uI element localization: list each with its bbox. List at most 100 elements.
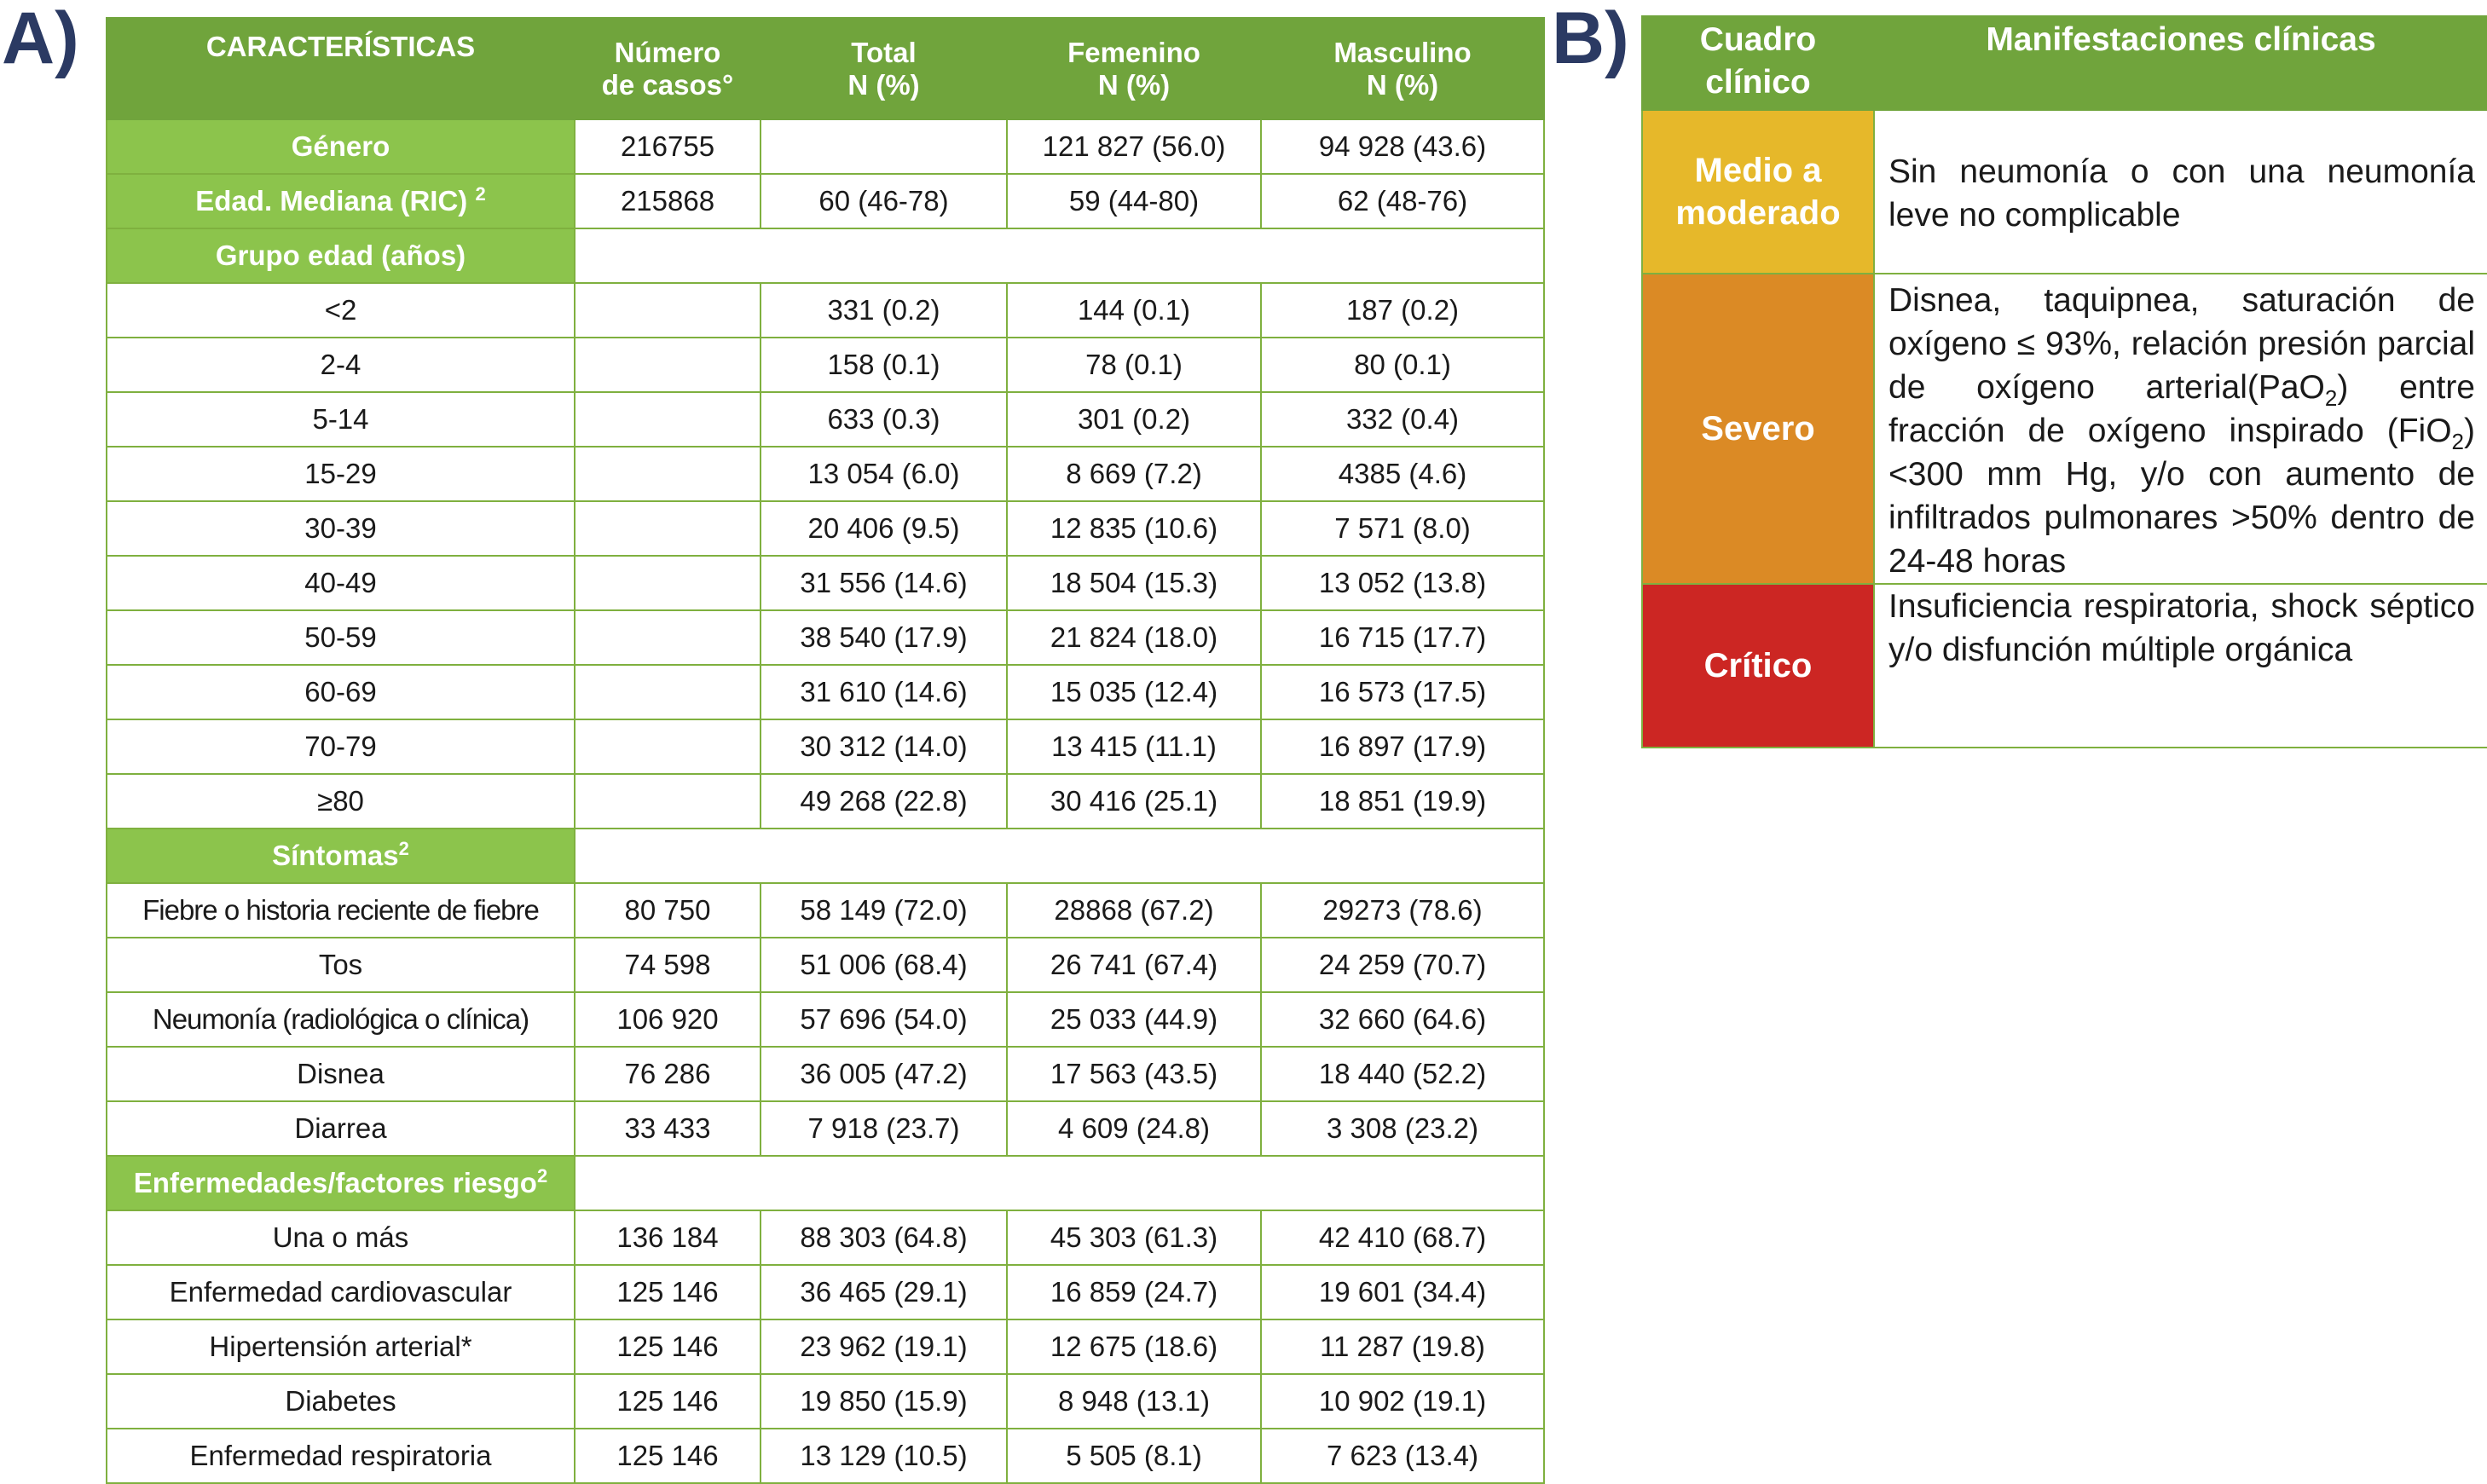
severity-row-critical: Crítico Insuficiencia respiratoria, shoc… [1641, 583, 2487, 748]
cell-male: 332 (0.4) [1260, 391, 1545, 448]
cell-cases: 80 750 [574, 882, 761, 938]
table-row: ≥80 49 268 (22.8) 30 416 (25.1) 18 851 (19.… [106, 773, 1545, 829]
cell-label: Enfermedad respiratoria [106, 1428, 575, 1484]
cell-total: 36 465 (29.1) [760, 1264, 1008, 1320]
cell-total: 23 962 (19.1) [760, 1319, 1008, 1375]
table-row-edad: Edad. Mediana (RIC) 2 215868 60 (46-78) … [106, 173, 1545, 229]
table-row: 40-49 31 556 (14.6) 18 504 (15.3) 13 052 (1… [106, 555, 1545, 611]
table-row: 70-79 30 312 (14.0) 13 415 (11.1) 16 897 (1… [106, 719, 1545, 775]
cell-female: 13 415 (11.1) [1006, 719, 1262, 775]
diseases-body: Una o más 136 184 88 303 (64.8) 45 303 (61.… [106, 1210, 1545, 1484]
cell-total: 30 312 (14.0) [760, 719, 1008, 775]
cell-label: 70-79 [106, 719, 575, 775]
cell-female: 18 504 (15.3) [1006, 555, 1262, 611]
cell-female: 12 835 (10.6) [1006, 500, 1262, 557]
cell-label: Enfermedad cardiovascular [106, 1264, 575, 1320]
cell-total: 331 (0.2) [760, 282, 1008, 338]
table-row: Enfermedad cardiovascular 125 146 36 465 (… [106, 1264, 1545, 1320]
table-row-genero: Género 216755 121 827 (56.0) 94 928 (43.… [106, 118, 1545, 175]
cell-female: 301 (0.2) [1006, 391, 1262, 448]
cell-cases [574, 500, 761, 557]
cell-total: 13 129 (10.5) [760, 1428, 1008, 1484]
cell-cases: 215868 [574, 173, 761, 229]
table-row: <2 331 (0.2) 144 (0.1) 187 (0.2) [106, 282, 1545, 338]
cell-male: 62 (48-76) [1260, 173, 1545, 229]
cell-male: 7 571 (8.0) [1260, 500, 1545, 557]
table-row: 30-39 20 406 (9.5) 12 835 (10.6) 7 571 (8.0… [106, 500, 1545, 557]
manifestation-mild: Sin neumonía o con una neumonía leve no … [1873, 109, 2487, 274]
cell-cases [574, 719, 761, 775]
cell-total: 19 850 (15.9) [760, 1373, 1008, 1429]
section-label-sintomas: Síntomas2 [106, 828, 575, 884]
cell-male: 3 308 (23.2) [1260, 1100, 1545, 1157]
section-blank [574, 828, 1545, 884]
cell-female: 121 827 (56.0) [1006, 118, 1262, 175]
cell-male: 18 440 (52.2) [1260, 1046, 1545, 1102]
cell-female: 8 669 (7.2) [1006, 446, 1262, 502]
cell-total: 58 149 (72.0) [760, 882, 1008, 938]
cell-total: 31 610 (14.6) [760, 664, 1008, 720]
table-row: Diabetes 125 146 19 850 (15.9) 8 948 (13.1)… [106, 1373, 1545, 1429]
header-total: Total N (%) [760, 17, 1008, 120]
table-b-header-row: Cuadro clínico Manifestaciones clínicas [1641, 15, 2487, 111]
cell-label: 15-29 [106, 446, 575, 502]
table-row: 15-29 13 054 (6.0) 8 669 (7.2) 4385 (4.6) [106, 446, 1545, 502]
severity-row-severe: Severo Disnea, taquipnea, saturación de … [1641, 273, 2487, 585]
cell-total: 31 556 (14.6) [760, 555, 1008, 611]
cell-label: 40-49 [106, 555, 575, 611]
cell-male: 13 052 (13.8) [1260, 555, 1545, 611]
cell-label: 60-69 [106, 664, 575, 720]
table-row: 2-4 158 (0.1) 78 (0.1) 80 (0.1) [106, 337, 1545, 393]
table-row-sintomas: Síntomas2 [106, 828, 1545, 884]
cell-cases: 125 146 [574, 1319, 761, 1375]
cell-total: 60 (46-78) [760, 173, 1008, 229]
manifestation-critical: Insuficiencia respiratoria, shock séptic… [1873, 583, 2487, 748]
cell-male: 10 902 (19.1) [1260, 1373, 1545, 1429]
header-characteristics: CARACTERÍSTICAS [106, 17, 575, 120]
table-row: Tos 74 598 51 006 (68.4) 26 741 (67.4) 24 25… [106, 937, 1545, 993]
cell-female: 12 675 (18.6) [1006, 1319, 1262, 1375]
cell-cases [574, 446, 761, 502]
cell-female: 59 (44-80) [1006, 173, 1262, 229]
cell-total: 38 540 (17.9) [760, 609, 1008, 666]
cell-total: 51 006 (68.4) [760, 937, 1008, 993]
cell-male: 187 (0.2) [1260, 282, 1545, 338]
cell-cases: 106 920 [574, 991, 761, 1048]
cell-label: 30-39 [106, 500, 575, 557]
cell-male: 11 287 (19.8) [1260, 1319, 1545, 1375]
cell-female: 21 824 (18.0) [1006, 609, 1262, 666]
cell-cases: 125 146 [574, 1373, 761, 1429]
cell-label: Diarrea [106, 1100, 575, 1157]
severity-label-critical: Crítico [1641, 583, 1875, 748]
header-cases: Número de casos° [574, 17, 761, 120]
panel-a-label: A) [2, 0, 79, 79]
cell-cases [574, 555, 761, 611]
cell-female: 8 948 (13.1) [1006, 1373, 1262, 1429]
table-row: 60-69 31 610 (14.6) 15 035 (12.4) 16 573 (1… [106, 664, 1545, 720]
cell-cases [574, 337, 761, 393]
severity-row-mild: Medio a moderado Sin neumonía o con una n… [1641, 109, 2487, 274]
cell-female: 4 609 (24.8) [1006, 1100, 1262, 1157]
header-cuadro-clinico: Cuadro clínico [1641, 15, 1875, 111]
severity-label-mild: Medio a moderado [1641, 109, 1875, 274]
cell-cases [574, 773, 761, 829]
cell-cases: 125 146 [574, 1264, 761, 1320]
cell-female: 15 035 (12.4) [1006, 664, 1262, 720]
section-blank [574, 1155, 1545, 1211]
cell-female: 144 (0.1) [1006, 282, 1262, 338]
header-male: Masculino N (%) [1260, 17, 1545, 120]
table-row-enfermedades: Enfermedades/factores riesgo2 [106, 1155, 1545, 1211]
header-female: Femenino N (%) [1006, 17, 1262, 120]
cell-male: 16 573 (17.5) [1260, 664, 1545, 720]
table-row: 5-14 633 (0.3) 301 (0.2) 332 (0.4) [106, 391, 1545, 448]
cell-male: 16 897 (17.9) [1260, 719, 1545, 775]
cell-male: 42 410 (68.7) [1260, 1210, 1545, 1266]
cell-cases: 136 184 [574, 1210, 761, 1266]
cell-label: <2 [106, 282, 575, 338]
cell-cases [574, 664, 761, 720]
cell-total: 7 918 (23.7) [760, 1100, 1008, 1157]
clinical-picture-table: Cuadro clínico Manifestaciones clínicas M… [1641, 15, 2487, 748]
cell-total: 49 268 (22.8) [760, 773, 1008, 829]
severity-label-severe: Severo [1641, 273, 1875, 585]
cell-label: Tos [106, 937, 575, 993]
